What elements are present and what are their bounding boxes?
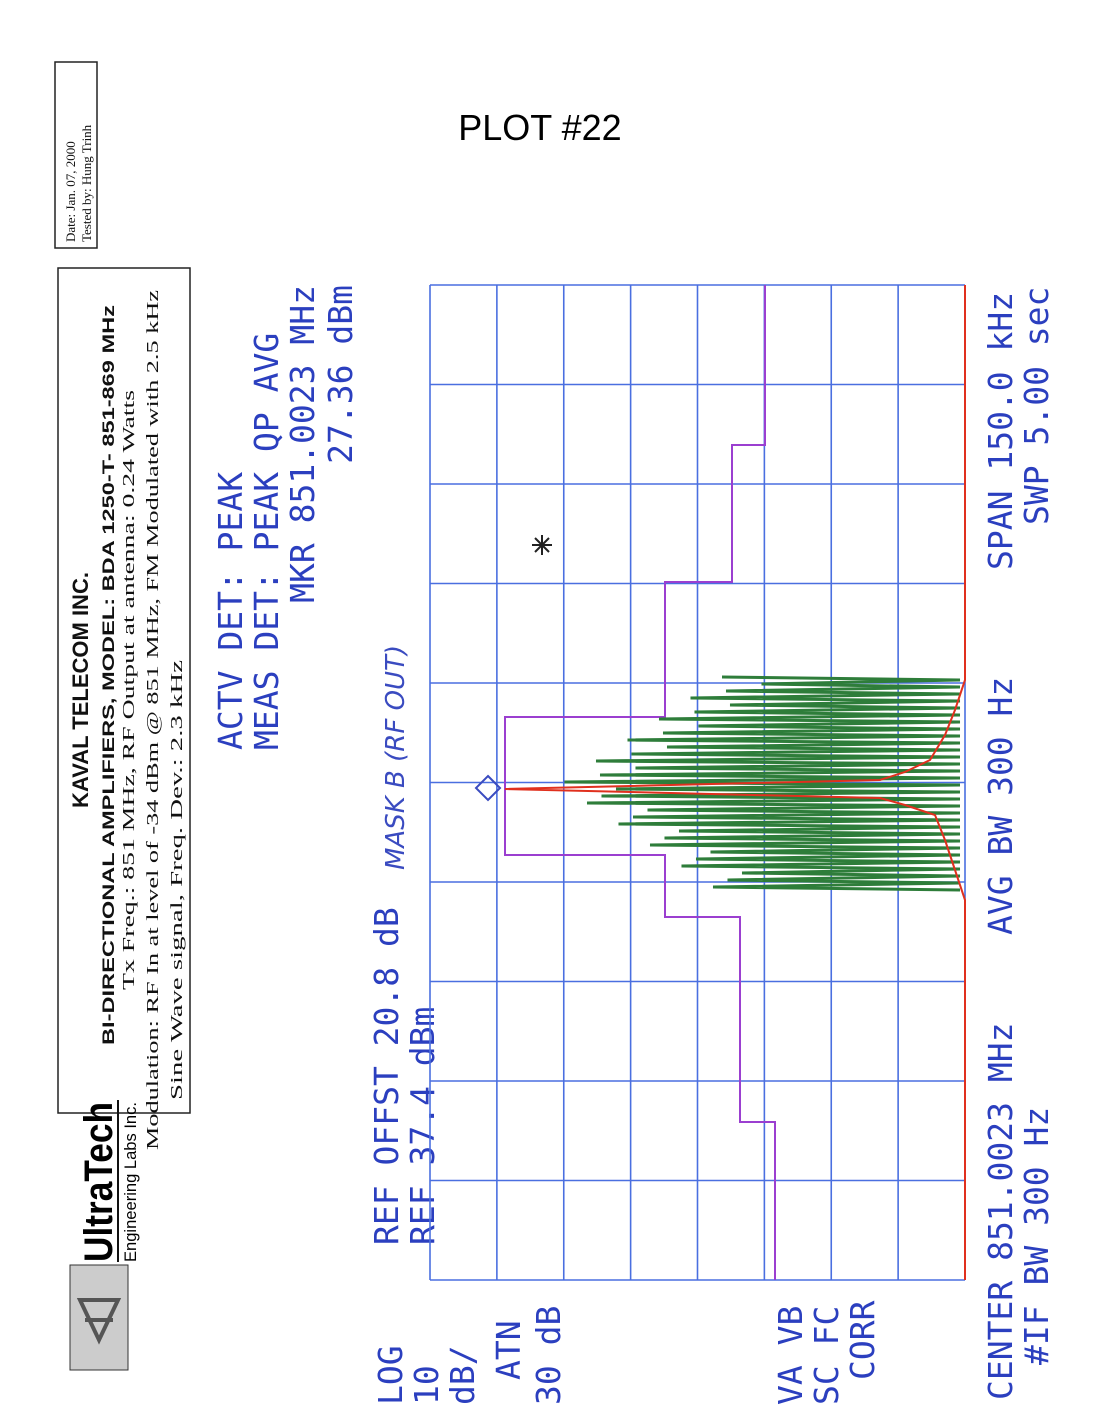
logo-mark (76, 1298, 122, 1345)
left-label: dB/ (443, 1345, 482, 1405)
ref-level: REF 37.4 dBm (403, 1007, 442, 1245)
date: Date: Jan. 07, 2000 (63, 141, 78, 242)
tested-by: Tested by: Hung Trinh (79, 124, 94, 242)
left-label: LOG (371, 1345, 410, 1405)
plot-title: PLOT #22 (458, 107, 621, 148)
sweep: SWP 5.00 sec (1017, 287, 1056, 525)
left-label: VA VB (771, 1306, 810, 1405)
left-label: SC FC (807, 1306, 846, 1405)
left-label: 30 dB (529, 1306, 568, 1405)
marker-diamond (474, 774, 502, 802)
limit-mask (504, 285, 776, 1280)
date-box (54, 61, 98, 249)
span: SPAN 150.0 kHz (981, 292, 1020, 570)
logo-subtitle: Engineering Labs Inc. (121, 1102, 140, 1262)
mask-note: MASK B (RF OUT) (381, 645, 411, 870)
left-label: 10 (407, 1365, 446, 1405)
header-box (57, 267, 191, 1114)
ref-offset: REF OFFST 20.8 dB (367, 907, 406, 1245)
avg-bw: AVG BW 300 Hz (981, 677, 1020, 935)
header-line: Modulation: RF In at level of -34 dBm @ … (143, 289, 162, 1150)
marker-asterisk (532, 535, 552, 555)
marker-freq: MKR 851.0023 MHz (283, 285, 322, 603)
header-line: BI-DIRECTIONAL AMPLIFIERS, MODEL: BDA 12… (99, 305, 118, 1045)
left-label: CORR (843, 1300, 882, 1380)
marker-level: 27.36 dBm (321, 285, 360, 464)
company: KAVAL TELECOM INC. (68, 572, 93, 808)
meas-det: MEAS DET: PEAK QP AVG (247, 333, 286, 750)
if-bw: #IF BW 300 Hz (1017, 1107, 1056, 1365)
header-line: Tx Freq.: 851 MHz, RF Output at antenna:… (119, 390, 138, 990)
logo-name: UltraTech (77, 1102, 121, 1262)
logo-icon (69, 1264, 129, 1371)
left-label: ATN (489, 1320, 528, 1380)
header-line: Sine Wave signal, Freq. Dev.: 2.3 kHz (167, 659, 186, 1100)
average-trace (504, 285, 966, 1280)
actv-det: ACTV DET: PEAK (211, 472, 250, 750)
center-freq: CENTER 851.0023 MHz (981, 1023, 1020, 1401)
